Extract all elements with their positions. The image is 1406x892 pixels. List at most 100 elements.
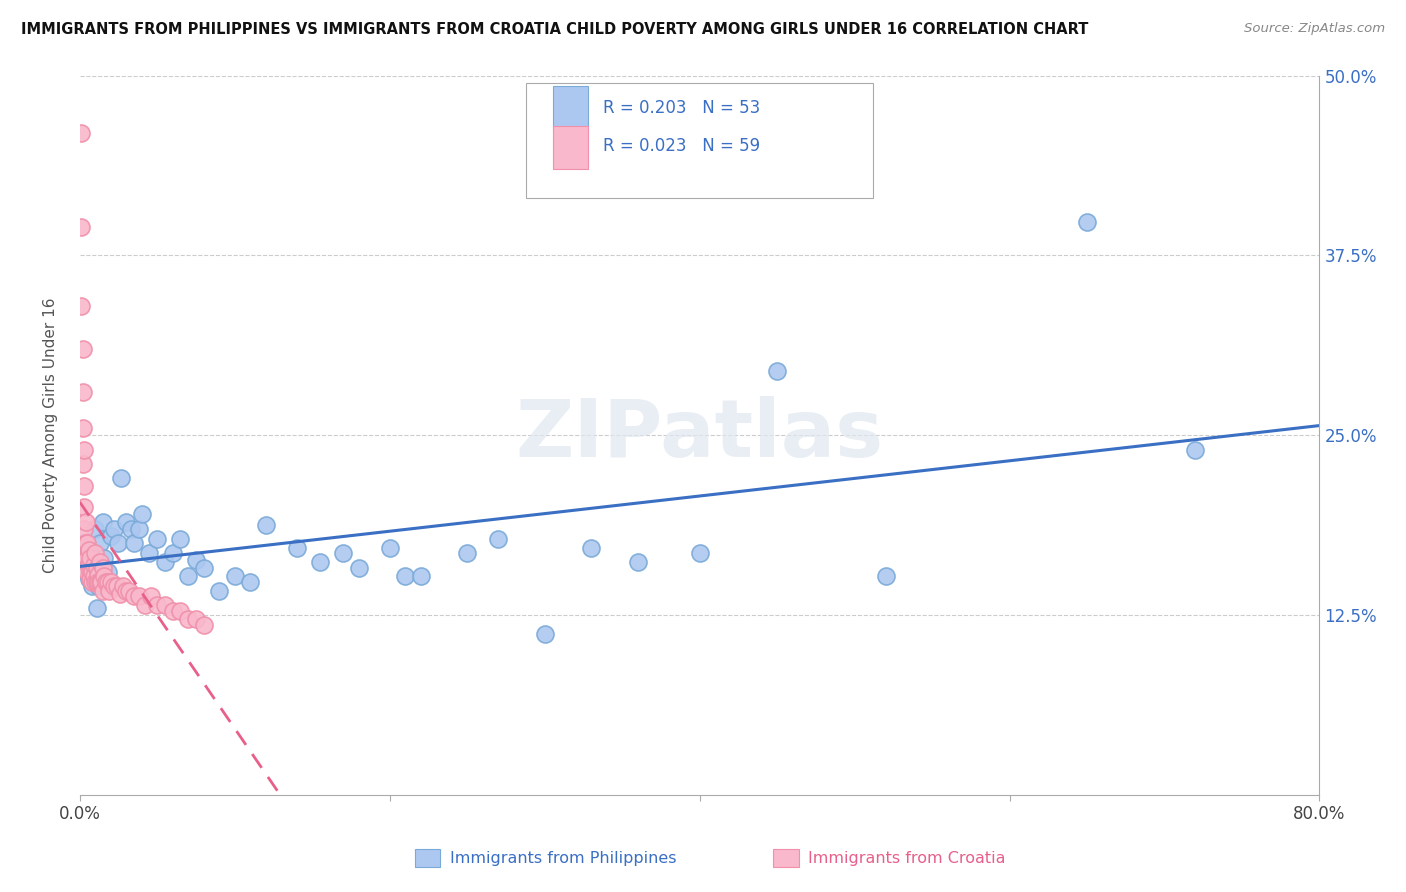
Point bbox=[89, 575, 111, 590]
Point bbox=[409, 569, 432, 583]
Point bbox=[79, 543, 101, 558]
Point bbox=[91, 583, 114, 598]
Text: R = 0.203   N = 53: R = 0.203 N = 53 bbox=[603, 99, 761, 117]
Point bbox=[70, 219, 93, 234]
Point bbox=[107, 536, 129, 550]
Point bbox=[533, 627, 555, 641]
Point bbox=[394, 569, 416, 583]
Point bbox=[579, 541, 602, 555]
Point bbox=[103, 522, 125, 536]
Point bbox=[162, 546, 184, 560]
Point bbox=[875, 569, 897, 583]
Point bbox=[73, 500, 96, 515]
Point bbox=[486, 532, 509, 546]
Point bbox=[177, 613, 200, 627]
Point bbox=[103, 579, 125, 593]
Point bbox=[122, 536, 145, 550]
Point bbox=[77, 543, 100, 558]
Text: Immigrants from Philippines: Immigrants from Philippines bbox=[450, 851, 676, 865]
Point bbox=[100, 529, 122, 543]
Point bbox=[224, 569, 246, 583]
Point bbox=[72, 342, 94, 356]
Bar bbox=[553, 126, 588, 169]
Point bbox=[153, 555, 176, 569]
Point bbox=[128, 522, 150, 536]
Point bbox=[84, 546, 107, 560]
Point bbox=[83, 550, 105, 565]
Point bbox=[76, 550, 98, 565]
Point bbox=[77, 558, 100, 572]
Text: R = 0.023   N = 59: R = 0.023 N = 59 bbox=[603, 137, 761, 155]
Point bbox=[75, 565, 97, 579]
Point bbox=[86, 575, 108, 590]
Point bbox=[112, 579, 135, 593]
Point bbox=[72, 421, 94, 435]
Text: Source: ZipAtlas.com: Source: ZipAtlas.com bbox=[1244, 22, 1385, 36]
Point bbox=[75, 536, 97, 550]
Point bbox=[70, 126, 93, 140]
Point bbox=[254, 517, 277, 532]
Point bbox=[84, 522, 107, 536]
Point bbox=[72, 536, 94, 550]
Point bbox=[184, 613, 207, 627]
Point bbox=[122, 590, 145, 604]
Point bbox=[108, 586, 131, 600]
Point bbox=[80, 579, 103, 593]
Point bbox=[80, 565, 103, 579]
Point bbox=[75, 550, 97, 565]
Point bbox=[689, 546, 711, 560]
Point bbox=[169, 532, 191, 546]
Point bbox=[76, 536, 98, 550]
Point bbox=[73, 522, 96, 536]
FancyBboxPatch shape bbox=[526, 83, 873, 198]
Point bbox=[131, 508, 153, 522]
Point bbox=[96, 565, 118, 579]
Point bbox=[456, 546, 478, 560]
Point bbox=[83, 558, 105, 572]
Point bbox=[76, 550, 98, 565]
Point bbox=[146, 532, 169, 546]
Point bbox=[94, 575, 117, 590]
Point bbox=[72, 385, 94, 400]
Point bbox=[105, 579, 128, 593]
Point bbox=[86, 601, 108, 615]
Point bbox=[115, 583, 138, 598]
Point bbox=[96, 575, 118, 590]
Point bbox=[86, 560, 108, 574]
Point bbox=[162, 604, 184, 618]
Point bbox=[285, 541, 308, 555]
Point bbox=[73, 478, 96, 492]
Text: Immigrants from Croatia: Immigrants from Croatia bbox=[808, 851, 1005, 865]
Point bbox=[76, 565, 98, 579]
Point bbox=[193, 618, 215, 632]
Point bbox=[91, 515, 114, 529]
Point bbox=[139, 590, 162, 604]
Point bbox=[91, 560, 114, 574]
Point bbox=[77, 572, 100, 586]
Point bbox=[72, 457, 94, 471]
Point bbox=[84, 575, 107, 590]
Point bbox=[89, 555, 111, 569]
Text: IMMIGRANTS FROM PHILIPPINES VS IMMIGRANTS FROM CROATIA CHILD POVERTY AMONG GIRLS: IMMIGRANTS FROM PHILIPPINES VS IMMIGRANT… bbox=[21, 22, 1088, 37]
Point bbox=[347, 560, 370, 574]
Y-axis label: Child Poverty Among Girls Under 16: Child Poverty Among Girls Under 16 bbox=[44, 298, 58, 573]
Point bbox=[87, 575, 110, 590]
Point bbox=[146, 598, 169, 612]
Point bbox=[184, 553, 207, 567]
Point bbox=[73, 442, 96, 457]
Point bbox=[766, 363, 789, 377]
Point bbox=[87, 579, 110, 593]
Point bbox=[93, 550, 115, 565]
Point bbox=[239, 575, 262, 590]
Point bbox=[89, 536, 111, 550]
Point bbox=[177, 569, 200, 583]
Point bbox=[110, 471, 132, 485]
Point bbox=[87, 567, 110, 582]
Point bbox=[193, 560, 215, 574]
Point bbox=[79, 572, 101, 586]
Point bbox=[208, 583, 231, 598]
Point bbox=[79, 550, 101, 565]
Point bbox=[308, 555, 330, 569]
Point bbox=[128, 590, 150, 604]
Point bbox=[115, 515, 138, 529]
